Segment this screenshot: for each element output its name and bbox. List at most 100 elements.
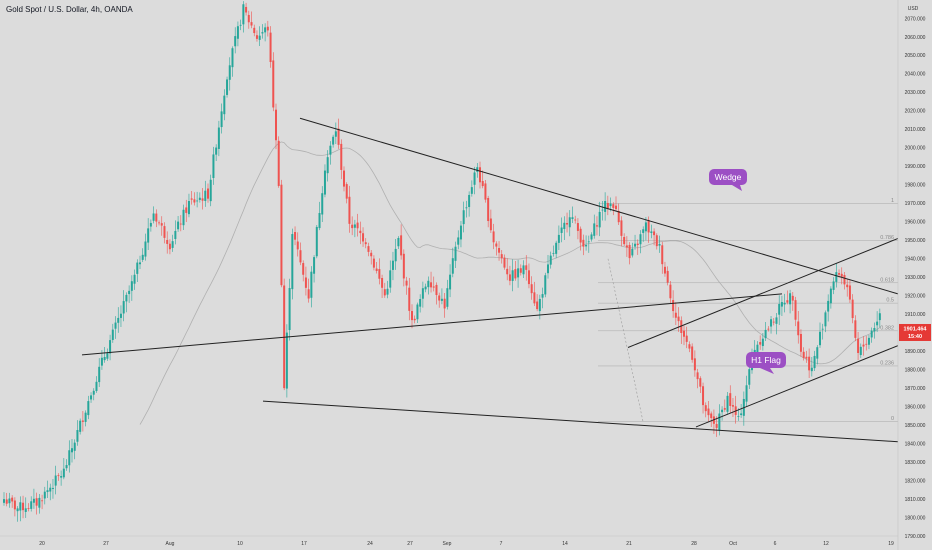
candle-body [838, 273, 841, 275]
candle-body [500, 254, 503, 259]
candle-body [612, 204, 615, 208]
candle-body [865, 343, 868, 345]
candle [582, 234, 585, 256]
candle [261, 24, 264, 39]
candle-body [24, 508, 27, 512]
candle-body [707, 408, 710, 416]
candle [326, 150, 329, 182]
candle-body [122, 301, 125, 314]
candle-body [247, 14, 250, 23]
candle-body [623, 237, 626, 245]
time-tick-label: 12 [823, 541, 829, 547]
candle [272, 52, 275, 112]
price-tick-label: 1840.000 [905, 441, 926, 447]
candle [71, 439, 73, 463]
candle-body [696, 372, 699, 380]
candle-body [729, 393, 732, 406]
price-tick-label: 1920.000 [905, 294, 926, 300]
candle-body [541, 294, 544, 298]
price-axis[interactable]: USD 1790.000 1800.000 1810.000 1820.000 1830.… [897, 0, 932, 550]
candle [761, 332, 764, 351]
candle-body [397, 237, 400, 247]
candle [457, 230, 460, 250]
candle-body [209, 179, 212, 202]
candle [174, 220, 177, 245]
candle [364, 238, 367, 249]
fib-level-label: 0.382 [880, 325, 894, 331]
candle-body [508, 274, 511, 281]
candle-body [827, 300, 830, 312]
candle [691, 343, 694, 363]
callout: Wedge [709, 169, 747, 191]
candle [166, 231, 169, 254]
candle [283, 278, 286, 391]
candle-body [332, 136, 335, 145]
candle-body [5, 499, 8, 504]
candle-body [726, 395, 729, 412]
candle [519, 264, 522, 276]
candle-body [468, 194, 471, 208]
candle-body [356, 222, 359, 229]
candle-body [759, 342, 762, 345]
candle [193, 192, 196, 206]
candle [533, 281, 536, 307]
candle-body [215, 147, 218, 155]
candle-body [451, 258, 454, 274]
candle [345, 182, 348, 204]
candle-body [555, 242, 558, 254]
candle [315, 225, 318, 259]
last-price-bg [899, 323, 931, 341]
candle [57, 473, 60, 481]
candle-body [835, 272, 838, 282]
candle-body [65, 465, 68, 469]
candle [598, 201, 601, 237]
candle [655, 233, 658, 250]
trendlines[interactable] [81, 117, 899, 443]
candle-body [533, 292, 536, 304]
candle-body [574, 219, 577, 221]
candle-body [408, 287, 411, 311]
candle [557, 225, 560, 251]
candle-body [90, 395, 93, 400]
candle [552, 245, 555, 257]
candle-body [685, 335, 688, 342]
candle [620, 216, 623, 247]
candle [321, 186, 324, 223]
candle-body [228, 65, 231, 80]
symbol-title: Gold Spot / U.S. Dollar, 4h, OANDA [6, 5, 133, 14]
candle [430, 271, 433, 293]
fib-level-label: 0.786 [880, 235, 894, 241]
candle [432, 276, 435, 292]
candle [291, 228, 294, 300]
candle [381, 274, 384, 299]
candle-body [731, 405, 734, 407]
time-tick-label: Oct [729, 541, 737, 547]
time-axis[interactable]: 20 27 Aug 10 17 24 27 Sep 7 14 21 28 Oct 6 12 19 [0, 535, 898, 547]
candle [90, 392, 93, 403]
callout: H1 Flag [746, 352, 786, 374]
candle [615, 196, 617, 212]
candle [179, 215, 182, 232]
candle [843, 271, 846, 290]
support-trendline [81, 293, 783, 356]
candle-body [334, 131, 337, 137]
candle-body [73, 442, 76, 451]
candle-body [547, 264, 549, 274]
candle-body [272, 60, 275, 108]
candle [538, 294, 541, 320]
candle [489, 209, 492, 233]
candle [459, 221, 462, 248]
candle-body [217, 127, 220, 149]
candle [223, 89, 226, 121]
callout-label: Wedge [715, 172, 742, 182]
candle-body [737, 416, 740, 417]
candle [740, 404, 743, 418]
flag-upper-trendline [627, 237, 899, 348]
flag-lower-trendline [695, 345, 899, 428]
candle-body [870, 330, 873, 338]
candle [269, 26, 272, 68]
candle [370, 249, 373, 265]
candle-body [566, 223, 569, 225]
candle-body [560, 227, 563, 233]
